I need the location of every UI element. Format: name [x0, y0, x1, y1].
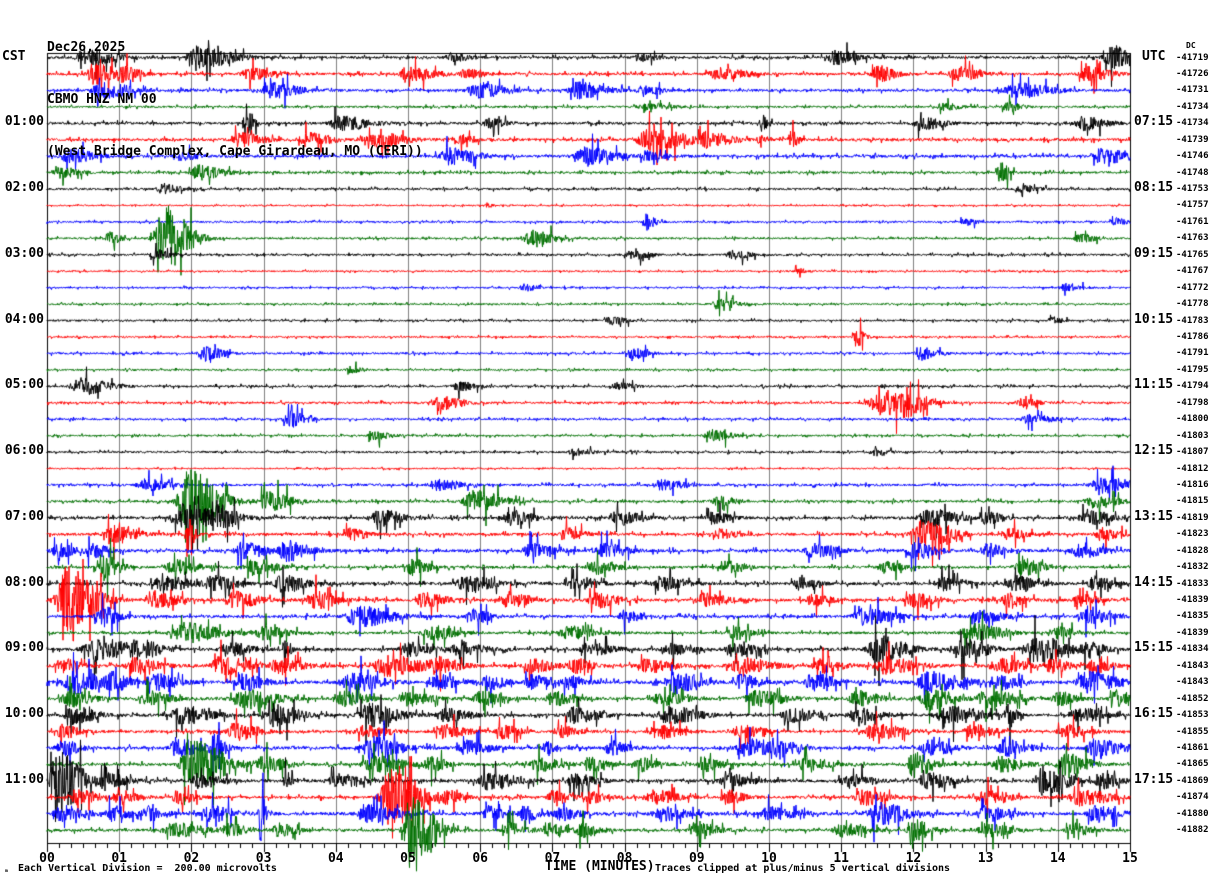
mini-waveform-mark: ₘ: [4, 865, 9, 874]
dc-value: -41874: [1176, 792, 1209, 803]
plot-title-block: Dec26,2025 CBMO HNZ NM 00 (West Bridge C…: [47, 3, 423, 197]
minute-tick-label: 02: [183, 851, 200, 866]
dc-value: -41778: [1176, 299, 1209, 310]
dc-value: -41763: [1176, 233, 1209, 244]
cst-axis-label: CST: [2, 49, 26, 64]
dc-value: -41794: [1176, 381, 1209, 392]
dc-value: -41726: [1176, 68, 1209, 79]
dc-value: -41798: [1176, 397, 1209, 408]
minute-tick-label: 05: [400, 851, 416, 866]
dc-value: -41819: [1176, 512, 1209, 523]
utc-hour-label: 14:15: [1134, 574, 1174, 590]
utc-hour-label: 12:15: [1134, 443, 1174, 459]
clip-note: Traces clipped at plus/minus 5 vertical …: [655, 863, 951, 874]
dc-value: -41835: [1176, 611, 1209, 622]
minute-tick-label: 11: [833, 851, 850, 866]
cst-hour-label: 01:00: [4, 114, 44, 130]
utc-hour-label: 11:15: [1134, 377, 1174, 393]
title-station-code: CBMO HNZ NM 00: [47, 92, 157, 107]
dc-value: -41734: [1176, 101, 1209, 112]
cst-hour-label: 04:00: [4, 311, 44, 327]
minute-tick-label: 06: [472, 851, 489, 866]
dc-value: -41852: [1176, 693, 1209, 704]
minute-tick-label: 01: [111, 851, 128, 866]
dc-value: -41791: [1176, 348, 1209, 359]
minute-tick-label: 00: [39, 851, 55, 866]
utc-hour-label: 10:15: [1134, 311, 1174, 327]
dc-value: -41853: [1176, 710, 1209, 721]
dc-value: -41828: [1176, 545, 1209, 556]
minute-tick-label: 15: [1122, 851, 1138, 866]
minute-tick-label: 13: [977, 851, 994, 866]
cst-hour-label: 09:00: [4, 640, 44, 656]
dc-value: -41855: [1176, 726, 1209, 737]
minute-tick-label: 04: [327, 851, 344, 866]
cst-hour-label: 07:00: [4, 508, 44, 524]
cst-hour-label: 06:00: [4, 443, 44, 459]
dc-value: -41734: [1176, 118, 1209, 129]
dc-value: -41761: [1176, 216, 1209, 227]
cst-hour-label: 10:00: [4, 706, 44, 722]
dc-value: -41767: [1176, 266, 1209, 277]
dc-value: -41753: [1176, 184, 1209, 195]
dc-value: -41748: [1176, 167, 1209, 178]
utc-hour-label: 09:15: [1134, 245, 1174, 261]
dc-value: -41843: [1176, 660, 1209, 671]
dc-value: -41719: [1176, 52, 1209, 63]
utc-axis-label: UTC: [1142, 49, 1166, 64]
cst-hour-label: 08:00: [4, 574, 44, 590]
cst-hour-label: 03:00: [4, 245, 44, 261]
dc-value: -41880: [1176, 808, 1209, 819]
dc-value: -41807: [1176, 447, 1209, 458]
minute-tick-label: 07: [544, 851, 561, 866]
minute-tick-label: 03: [255, 851, 272, 866]
utc-hour-label: 08:15: [1134, 180, 1174, 196]
dc-value: -41832: [1176, 562, 1209, 573]
vertical-scale-note: Each Vertical Division = 200.00 microvol…: [18, 863, 277, 874]
dc-value: -41772: [1176, 282, 1209, 293]
time-axis-title: TIME (MINUTES): [545, 859, 655, 874]
cst-hour-label: 02:00: [4, 180, 44, 196]
dc-value: -41746: [1176, 151, 1209, 162]
minute-tick-label: 14: [1049, 851, 1066, 866]
minute-tick-label: 09: [688, 851, 705, 866]
dc-value: -41765: [1176, 249, 1209, 260]
utc-hour-label: 17:15: [1134, 771, 1174, 787]
dc-value: -41812: [1176, 463, 1209, 474]
dc-value: -41882: [1176, 825, 1209, 836]
dc-value: -41757: [1176, 200, 1209, 211]
dc-value: -41816: [1176, 479, 1209, 490]
dc-value: -41843: [1176, 677, 1209, 688]
dc-value: -41861: [1176, 742, 1209, 753]
dc-value: -41839: [1176, 595, 1209, 606]
minute-tick-label: 12: [905, 851, 922, 866]
minute-tick-label: 08: [616, 851, 633, 866]
dc-value: -41739: [1176, 134, 1209, 145]
dc-value: -41815: [1176, 496, 1209, 507]
title-station-location: (West Bridge Complex, Cape Girardeau, MO…: [47, 144, 423, 159]
utc-hour-label: 07:15: [1134, 114, 1174, 130]
dc-value: -41865: [1176, 759, 1209, 770]
dc-value: -41833: [1176, 578, 1209, 589]
dc-value: -41869: [1176, 775, 1209, 786]
title-date: Dec26,2025: [47, 40, 126, 55]
dc-value: -41783: [1176, 315, 1209, 326]
dc-value: -41803: [1176, 430, 1209, 441]
utc-hour-label: 15:15: [1134, 640, 1174, 656]
dc-value: -41795: [1176, 364, 1209, 375]
dc-value: -41823: [1176, 529, 1209, 540]
dc-value: -41800: [1176, 414, 1209, 425]
dc-value: -41731: [1176, 85, 1209, 96]
cst-hour-label: 05:00: [4, 377, 44, 393]
dc-value: -41786: [1176, 331, 1209, 342]
utc-hour-label: 13:15: [1134, 508, 1174, 524]
dc-axis-label: DC: [1186, 41, 1196, 50]
minute-tick-label: 10: [761, 851, 777, 866]
utc-hour-label: 16:15: [1134, 706, 1174, 722]
cst-hour-label: 11:00: [4, 771, 44, 787]
dc-value: -41839: [1176, 627, 1209, 638]
dc-value: -41834: [1176, 644, 1209, 655]
